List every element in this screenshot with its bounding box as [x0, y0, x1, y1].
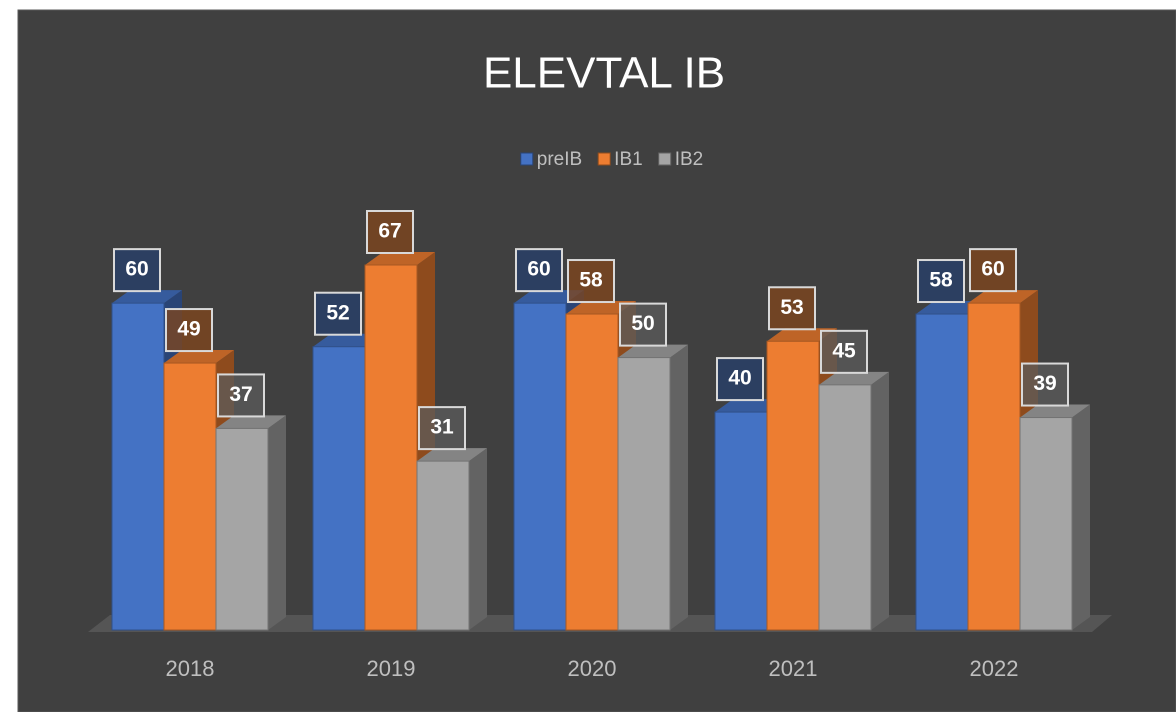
x-tick-label: 2019 [367, 656, 416, 681]
data-label: 45 [832, 339, 856, 362]
data-label: 60 [125, 258, 148, 281]
bar [818, 384, 872, 631]
data-label: 37 [229, 383, 252, 406]
data-label-box [515, 248, 563, 293]
bar-top [112, 290, 182, 304]
bar-top [514, 290, 584, 304]
data-label-box [768, 286, 816, 331]
bar-top [1020, 404, 1090, 418]
bar-side [871, 371, 889, 630]
bar-side [1072, 404, 1090, 630]
bar-top [417, 448, 487, 462]
x-tick-label: 2018 [166, 656, 215, 681]
data-label-box [969, 248, 1017, 293]
bar-top [618, 344, 688, 358]
data-label: 53 [780, 296, 803, 319]
data-label-box [113, 248, 161, 293]
bar [111, 302, 165, 631]
data-label: 50 [631, 312, 654, 335]
bar [565, 313, 619, 631]
bar [163, 362, 217, 631]
data-label: 52 [326, 301, 349, 324]
data-label: 58 [579, 269, 603, 292]
data-label-box [418, 406, 466, 451]
bar-top [566, 301, 636, 315]
bar [1019, 417, 1073, 631]
bar-side [670, 344, 688, 630]
data-label-box [165, 308, 213, 353]
data-label-box [917, 259, 965, 304]
data-label: 58 [929, 269, 953, 292]
data-label: 49 [177, 318, 200, 341]
data-label-box [820, 329, 868, 374]
data-label-box [366, 210, 414, 254]
data-label-box [716, 357, 764, 402]
bar [215, 427, 269, 631]
bar [967, 302, 1021, 631]
x-tick-label: 2022 [970, 656, 1019, 681]
legend: preIB IB1 IB2 [520, 149, 704, 170]
bar [513, 302, 567, 631]
data-label: 39 [1033, 372, 1056, 395]
data-label-box [314, 291, 362, 336]
bar [416, 460, 470, 631]
bar-top [767, 328, 837, 342]
data-label: 60 [527, 258, 550, 281]
bar-top [968, 290, 1038, 304]
data-label-box [619, 302, 667, 347]
x-tick-label: 2020 [568, 656, 617, 681]
data-label-box [1021, 362, 1069, 407]
bar [915, 313, 969, 631]
bar [617, 357, 671, 631]
data-label: 40 [728, 367, 751, 390]
bar-side [469, 448, 487, 630]
bar [714, 411, 768, 631]
bar-side [268, 415, 286, 630]
data-label: 67 [378, 220, 401, 243]
chart-title: ELEVTAL IB [483, 49, 725, 98]
legend-swatch [597, 152, 611, 166]
bar-top [819, 371, 889, 385]
legend-swatch [520, 152, 534, 166]
legend-label: IB1 [614, 149, 643, 170]
data-label: 60 [981, 258, 1004, 281]
bar-top [365, 252, 435, 265]
x-tick-label: 2021 [769, 656, 818, 681]
bar-top [164, 350, 234, 364]
bar-top [216, 415, 286, 429]
legend-swatch [658, 152, 672, 166]
data-label-box [567, 259, 615, 304]
legend-label: IB2 [675, 149, 704, 170]
data-label: 31 [430, 416, 454, 439]
bar [312, 346, 366, 631]
bar [364, 264, 418, 631]
bar [766, 340, 820, 631]
data-label-box [217, 373, 265, 418]
legend-label: preIB [537, 149, 582, 170]
